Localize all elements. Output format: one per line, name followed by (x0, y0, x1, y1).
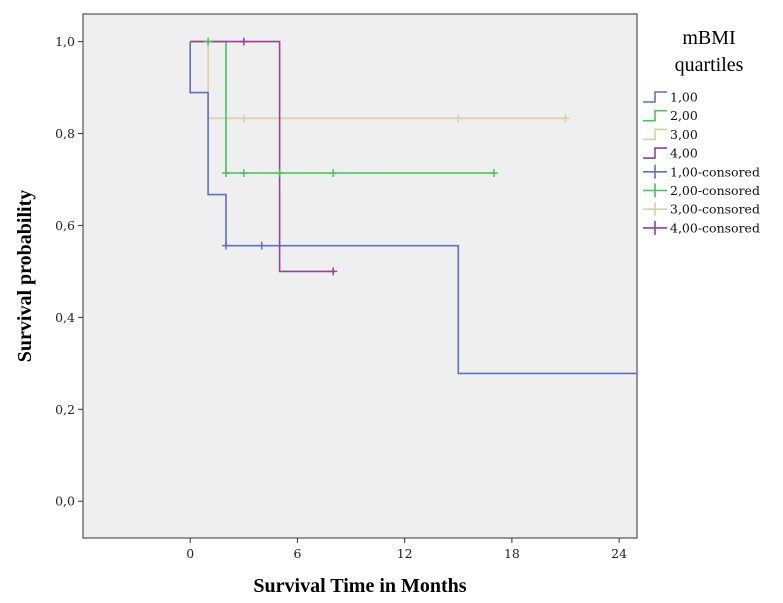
legend-title-line-2: quartiles (675, 54, 744, 76)
legend-title-line-1: mBMI (682, 27, 735, 49)
legend-censor-swatch (643, 164, 667, 179)
censor-mark-3 (454, 114, 463, 123)
censor-mark-2 (239, 169, 248, 178)
legend-label: 1,00-consored (670, 164, 760, 179)
censor-mark-4 (329, 267, 338, 276)
x-tick-label: 0 (186, 546, 194, 561)
legend-step-swatch (643, 109, 667, 122)
legend-label: 2,00-consored (670, 183, 760, 198)
legend-censor-swatch (643, 183, 667, 198)
y-tick-label: 1,0 (55, 34, 75, 49)
censor-mark-1 (221, 241, 230, 250)
legend-label: 3,00-consored (670, 202, 760, 217)
legend-step-swatch (643, 147, 667, 159)
x-tick-label: 6 (293, 546, 301, 561)
y-tick-label: 0,2 (55, 402, 75, 417)
x-axis-title: Survival Time in Months (253, 575, 466, 597)
legend-censor-swatch (643, 220, 667, 235)
x-tick-label: 24 (611, 546, 627, 561)
legend-step-swatch (643, 128, 667, 141)
censor-mark-4 (239, 37, 248, 46)
censor-mark-2 (275, 169, 284, 178)
y-tick-label: 0,0 (55, 494, 75, 509)
series-line-4 (190, 40, 334, 273)
legend-censor-swatch (643, 202, 667, 217)
legend-label: 3,00 (670, 127, 698, 142)
y-axis-title: Survival probability (14, 190, 36, 362)
legend-step-swatch (643, 91, 667, 103)
x-tick-label: 12 (397, 546, 413, 561)
x-tick-label: 18 (504, 546, 520, 561)
censor-mark-1 (257, 241, 266, 250)
legend: 1,00 2,00 3,00 4,00 1,00-consored 2,00-consor… (643, 90, 760, 235)
legend-label: 4,00 (670, 146, 698, 161)
censor-mark-2 (490, 169, 499, 178)
censor-mark-2 (204, 37, 213, 46)
series-line-1 (189, 41, 637, 375)
plot-area (82, 13, 638, 539)
censor-mark-2 (329, 169, 338, 178)
censor-mark-3 (239, 114, 248, 123)
y-tick-label: 0,6 (55, 218, 75, 233)
censor-mark-2 (221, 169, 230, 178)
censor-marks (204, 37, 570, 276)
legend-label: 2,00 (670, 108, 698, 123)
y-tick-label: 0,8 (55, 126, 75, 141)
legend-label: 4,00-consored (670, 220, 760, 235)
y-tick-label: 0,4 (55, 310, 75, 325)
axes: 0,0 0,2 0,4 0,6 0,8 1,0 0 6 12 18 24 (55, 34, 627, 561)
legend-label: 1,00 (670, 90, 698, 105)
censor-mark-3 (561, 114, 570, 123)
